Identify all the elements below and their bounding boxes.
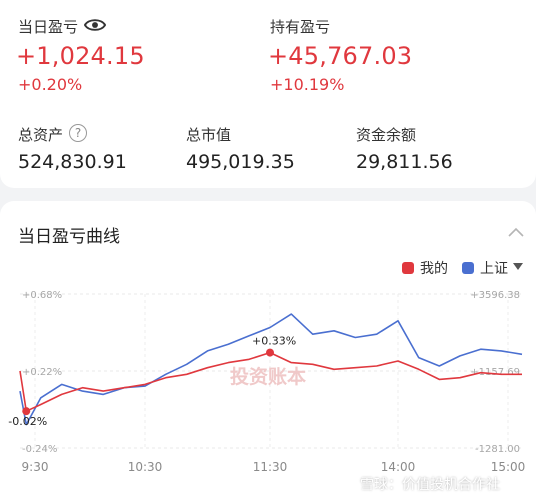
holding-pl-value: +45,767.03 (268, 42, 413, 70)
x-tick-label: 15:00 (491, 460, 526, 474)
market-value-label: 总市值 (186, 126, 232, 144)
x-tick-label: 10:30 (128, 460, 163, 474)
annotation-label: -0.02% (8, 415, 47, 428)
help-icon[interactable]: ? (69, 124, 87, 142)
cash-balance-value: 29,811.56 (356, 151, 453, 173)
x-tick-label: 11:30 (253, 460, 288, 474)
assets-summary-card (0, 0, 536, 188)
chart-title: 当日盈亏曲线 (18, 227, 120, 247)
total-assets-label: 总资产 (18, 126, 64, 144)
chevron-up-icon[interactable] (506, 225, 526, 239)
source-watermark-text: 雪球：价值投机合作社 (360, 477, 500, 493)
holding-pl-label: 持有盈亏 (270, 18, 331, 36)
right-axis-label: +3596.38 (470, 290, 520, 301)
holding-pl-percent: +10.19% (270, 75, 345, 94)
left-axis-label: -0.24% (22, 444, 57, 455)
dropdown-caret-icon[interactable] (512, 262, 524, 271)
annotation-label: +0.33% (252, 335, 296, 348)
eye-icon[interactable] (84, 16, 106, 34)
legend-mine-swatch (402, 262, 414, 274)
legend-mine[interactable]: 我的 (402, 258, 448, 278)
today-pl-value: +1,024.15 (16, 42, 145, 70)
pl-line-chart: 投资账本 +0.68% +0.22% -0.24% +3596.38 +1157.69 -1… (8, 290, 526, 474)
annotation-marker (266, 348, 274, 357)
series-line-index (19, 313, 523, 426)
series-line-mine (19, 351, 522, 412)
legend-index-swatch (462, 262, 474, 274)
total-assets-value: 524,830.91 (18, 151, 127, 173)
snowball-logo-icon (340, 476, 356, 492)
x-tick-label: 14:00 (381, 460, 416, 474)
legend-mine-label: 我的 (420, 261, 448, 277)
left-axis-label: +0.22% (22, 367, 62, 378)
legend-index[interactable]: 上证 (462, 258, 508, 278)
cash-balance-label: 资金余额 (356, 126, 417, 144)
today-pl-percent: +0.20% (18, 75, 83, 94)
annotation-marker (22, 407, 31, 416)
source-watermark: 雪球：价值投机合作社 (340, 474, 500, 494)
today-pl-label: 当日盈亏 (18, 18, 79, 36)
right-axis-label: -1281.00 (475, 444, 520, 455)
watermark-text: 投资账本 (230, 365, 306, 388)
left-axis-label: +0.68% (22, 290, 62, 301)
market-value-value: 495,019.35 (186, 151, 295, 173)
x-tick-label: 9:30 (22, 460, 49, 474)
legend-index-label: 上证 (480, 261, 508, 277)
right-axis-label: +1157.69 (470, 367, 520, 378)
